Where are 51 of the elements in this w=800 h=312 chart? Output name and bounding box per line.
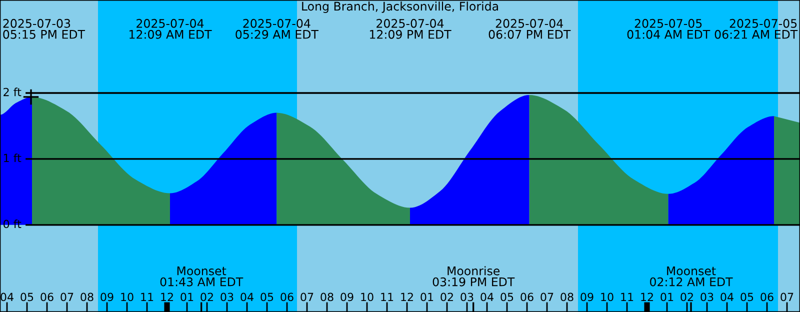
y-tick-label: 2 ft: [4, 88, 22, 96]
x-tick-label: 02: [440, 292, 453, 302]
x-tick-label: 06: [280, 292, 294, 302]
x-tick-label: 11: [621, 292, 634, 301]
x-tick-label: 02: [200, 292, 213, 302]
x-tick-label: 10: [121, 292, 134, 302]
annotation: 2025-07-04 06:07 PM EDT: [488, 18, 571, 39]
x-tick-label: 07: [780, 292, 794, 302]
annotation: 2025-07-04 12:09 AM EDT: [130, 18, 212, 39]
x-tick-label: 03: [700, 292, 714, 302]
x-tick-label: 11: [141, 292, 154, 301]
x-tick-label: 05: [500, 292, 514, 302]
x-tick-label: 04: [720, 292, 734, 302]
x-tick-label: 10: [601, 292, 614, 302]
x-tick-label: 08: [80, 292, 94, 302]
x-tick-label: 12: [641, 292, 653, 301]
x-tick-label: 10: [361, 292, 374, 302]
x-tick-label: 12: [401, 292, 413, 301]
x-tick-label: 03: [220, 292, 234, 302]
x-tick-label: 02: [680, 292, 693, 302]
x-tick-label: 08: [320, 292, 334, 302]
x-tick-label: 05: [260, 292, 274, 302]
x-tick-label: 09: [580, 292, 594, 302]
x-tick-label: 07: [300, 292, 314, 302]
x-tick-label: 04: [0, 292, 14, 302]
x-tick-label: 11: [381, 292, 394, 301]
x-tick-label: 08: [560, 292, 574, 302]
x-tick-label: 05: [740, 292, 754, 302]
x-tick-label: 09: [340, 292, 354, 302]
annotation: 2025-07-03 05:15 PM EDT: [3, 18, 86, 39]
x-tick-label: 01: [660, 292, 674, 302]
x-tick-label: 12: [161, 292, 173, 301]
x-tick-label: 01: [420, 292, 434, 302]
x-tick-label: 04: [240, 292, 254, 302]
annotation: Moonset 02:12 AM EDT: [650, 266, 733, 286]
x-tick-label: 04: [480, 292, 494, 302]
x-tick-label: 01: [180, 292, 194, 302]
x-tick-label: 07: [60, 292, 74, 302]
x-tick-label: 06: [760, 292, 774, 302]
chart-title: Long Branch, Jacksonville, Florida: [302, 2, 498, 13]
annotation: Moonrise 03:19 PM EDT: [432, 266, 515, 286]
x-tick-label: 06: [520, 292, 534, 302]
annotation: 2025-07-04 12:09 PM EDT: [370, 18, 452, 39]
x-tick-label: 03: [460, 292, 474, 302]
annotation: Moonset 01:43 AM EDT: [160, 266, 244, 286]
annotation: 2025-07-05 01:04 AM EDT: [627, 18, 710, 39]
x-tick-label: 06: [40, 292, 54, 302]
x-tick-label: 05: [20, 292, 34, 302]
y-tick-label: 1 ft: [4, 154, 22, 162]
x-tick-label: 07: [540, 292, 554, 302]
x-tick-label: 09: [100, 292, 114, 302]
